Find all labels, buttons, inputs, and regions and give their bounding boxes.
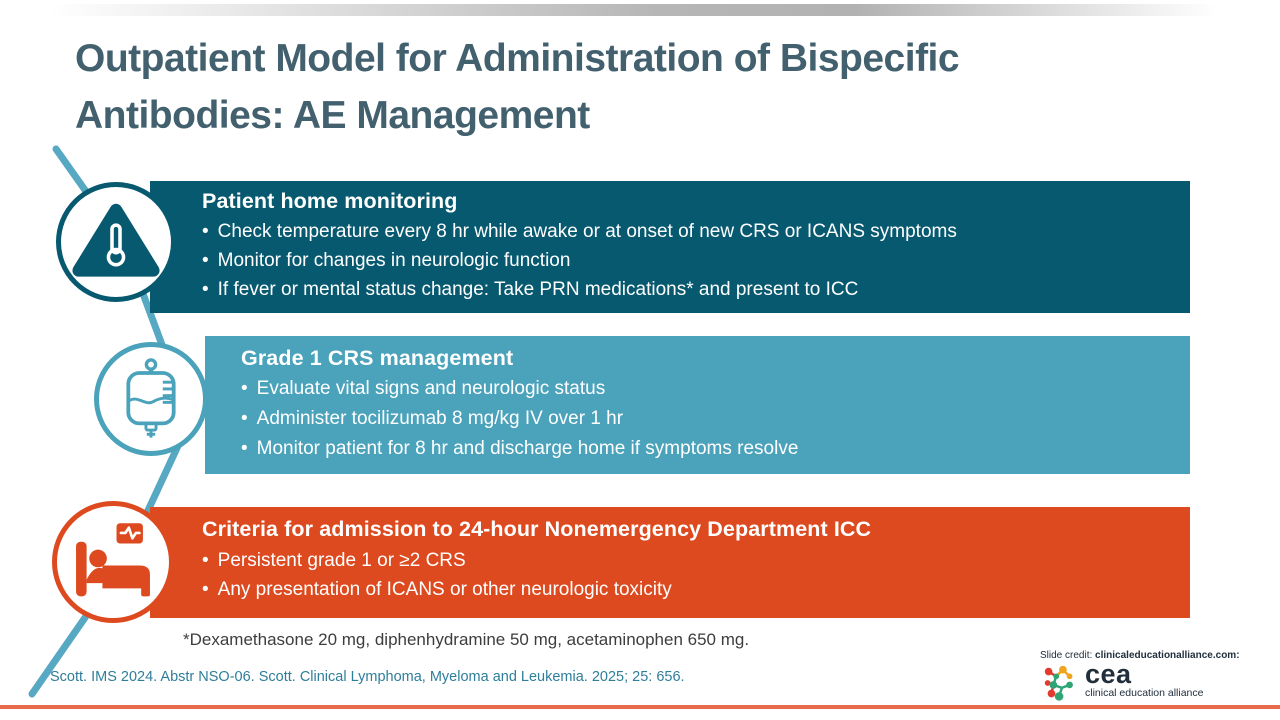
section-grade1-crs-management: Grade 1 CRS management Evaluate vital si… (205, 336, 1190, 474)
slide-credit-label: Slide credit: (1040, 650, 1093, 661)
bullet-item: Evaluate vital signs and neurologic stat… (241, 374, 1170, 404)
cea-logo: cea clinical education alliance (1040, 659, 1250, 704)
cea-logo-tagline: clinical education alliance (1085, 687, 1204, 699)
section-patient-home-monitoring: Patient home monitoring Check temperatur… (150, 181, 1190, 313)
bullet-item: Administer tocilizumab 8 mg/kg IV over 1… (241, 404, 1170, 434)
iv-bag-icon (94, 342, 208, 456)
slide-title-line2: Antibodies: AE Management (75, 94, 590, 137)
bullet-list: Evaluate vital signs and neurologic stat… (241, 374, 1170, 464)
cea-logo-name: cea (1085, 659, 1132, 689)
section-title: Criteria for admission to 24-hour Noneme… (202, 517, 872, 541)
bullet-item: Check temperature every 8 hr while awake… (202, 217, 1170, 246)
slide-credit-line: Slide credit: clinicaleducationalliance.… (1040, 650, 1250, 661)
section-title: Grade 1 CRS management (241, 346, 514, 370)
section-icc-admission-criteria: Criteria for admission to 24-hour Noneme… (150, 507, 1190, 618)
footnote: *Dexamethasone 20 mg, diphenhydramine 50… (183, 630, 750, 649)
warning-thermometer-icon (56, 182, 176, 302)
bullet-list: Check temperature every 8 hr while awake… (202, 217, 1170, 304)
bullet-list: Persistent grade 1 or ≥2 CRS Any present… (202, 546, 1170, 604)
slide-title-line1: Outpatient Model for Administration of B… (75, 37, 960, 80)
bullet-item: Persistent grade 1 or ≥2 CRS (202, 546, 1170, 575)
bullet-item: If fever or mental status change: Take P… (202, 275, 1170, 304)
slide-credit-source: clinicaleducationalliance.com: (1095, 650, 1240, 661)
hospital-bed-icon (52, 501, 174, 623)
bullet-item: Monitor patient for 8 hr and discharge h… (241, 434, 1170, 464)
cea-logo-text: cea clinical education alliance (1085, 659, 1204, 700)
slide-title: Outpatient Model for Administration of B… (75, 30, 1205, 144)
slide-credit: Slide credit: clinicaleducationalliance.… (1040, 650, 1250, 704)
top-gradient-bar (36, 4, 1280, 16)
cea-molecule-icon (1044, 665, 1073, 701)
bullet-item: Monitor for changes in neurologic functi… (202, 246, 1170, 275)
bottom-accent-bar (0, 705, 1280, 709)
section-title: Patient home monitoring (202, 189, 458, 213)
bullet-item: Any presentation of ICANS or other neuro… (202, 575, 1170, 604)
citation: Scott. IMS 2024. Abstr NSO-06. Scott. Cl… (50, 669, 685, 685)
